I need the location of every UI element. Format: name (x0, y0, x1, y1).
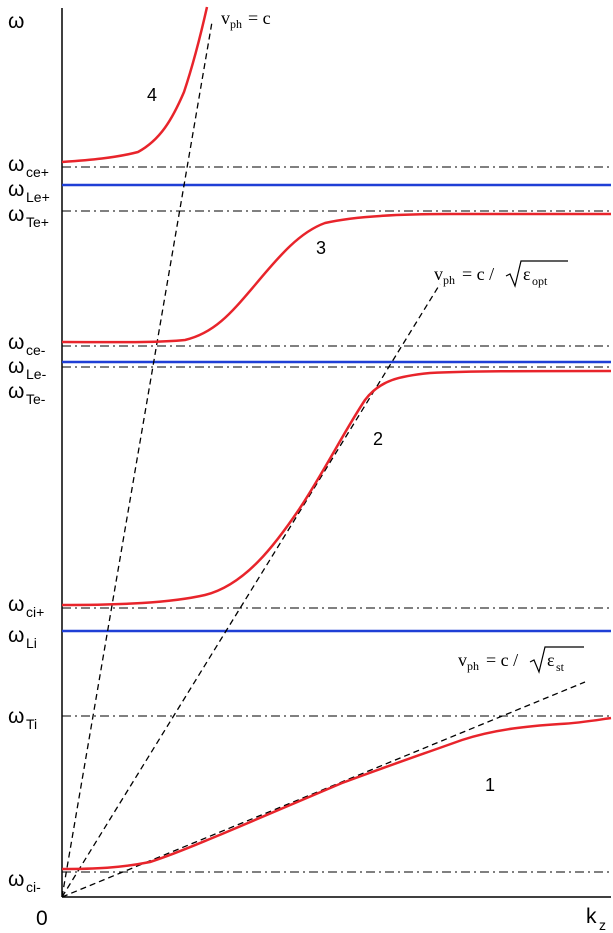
svg-text:= c /: = c / (462, 264, 494, 284)
svg-text:Te+: Te+ (26, 214, 49, 230)
svg-text:= c: = c (248, 8, 271, 28)
svg-text:ω: ω (8, 153, 24, 176)
svg-text:z: z (599, 917, 606, 933)
svg-text:ω: ω (8, 203, 24, 226)
svg-text:Le+: Le+ (26, 189, 50, 205)
sqrt-sign-st (529, 646, 584, 674)
svg-text:ω: ω (8, 868, 24, 891)
level-labels: ω ce+ ω Le+ ω Te+ ω ce- ω Le- ω Te- ω ci… (8, 153, 50, 895)
svg-text:= c /: = c / (486, 650, 518, 670)
svg-text:st: st (556, 660, 565, 674)
svg-text:ω: ω (8, 624, 24, 647)
svg-text:v: v (221, 8, 230, 28)
branch-label-1: 1 (485, 775, 495, 795)
branch-4-curve (61, 6, 209, 164)
branch-2-curve (61, 369, 612, 607)
annotation-vph-c: v ph = c (221, 8, 271, 31)
light-line (61, 21, 213, 898)
svg-text:Ti: Ti (26, 716, 37, 732)
label-le-plus: ω Le+ (8, 178, 50, 205)
label-ci-minus: ω ci- (8, 868, 41, 895)
svg-text:ci-: ci- (26, 879, 41, 895)
optical-line (61, 283, 441, 898)
svg-text:ph: ph (443, 273, 455, 287)
label-ti: ω Ti (8, 705, 37, 732)
svg-text:ω: ω (8, 178, 24, 201)
svg-text:v: v (434, 264, 443, 284)
svg-text:Te-: Te- (26, 391, 46, 407)
svg-text:ε: ε (523, 264, 531, 284)
svg-text:ω: ω (8, 331, 24, 354)
label-te-plus: ω Te+ (8, 203, 49, 230)
resonance-guides (62, 166, 611, 873)
svg-text:ci+: ci+ (26, 604, 44, 620)
svg-text:ce+: ce+ (26, 164, 49, 180)
label-ci-plus: ω ci+ (8, 593, 44, 620)
branch-label-3: 3 (316, 238, 326, 258)
sqrt-sign-opt (505, 260, 568, 288)
phase-velocity-lines (61, 21, 586, 898)
x-axis-label: k z (586, 905, 606, 933)
label-le-minus: ω Le- (8, 355, 47, 382)
svg-text:ε: ε (547, 650, 555, 670)
svg-text:opt: opt (532, 274, 548, 288)
svg-text:ω: ω (8, 705, 24, 728)
label-li: ω Li (8, 624, 37, 651)
svg-text:ω: ω (8, 380, 24, 403)
label-ce-plus: ω ce+ (8, 153, 49, 180)
svg-text:v: v (458, 650, 467, 670)
annotation-vph-st: v ph = c / ε st (458, 646, 584, 674)
svg-text:ω: ω (8, 355, 24, 378)
label-te-minus: ω Te- (8, 380, 46, 407)
longitudinal-lines (62, 183, 611, 633)
dispersion-branches (61, 6, 612, 871)
y-axis-label: ω (8, 10, 24, 33)
svg-text:ph: ph (230, 17, 242, 31)
annotation-vph-opt: v ph = c / ε opt (434, 260, 568, 288)
svg-text:ω: ω (8, 593, 24, 616)
branch-label-4: 4 (147, 85, 157, 105)
branch-3-curve (61, 212, 611, 344)
branch-label-2: 2 (373, 429, 383, 449)
svg-text:ce-: ce- (26, 342, 46, 358)
svg-text:Li: Li (26, 635, 37, 651)
label-ce-minus: ω ce- (8, 331, 46, 358)
branch-1-curve (61, 716, 612, 871)
svg-text:k: k (586, 905, 597, 928)
origin-label: 0 (36, 907, 48, 930)
svg-text:Le-: Le- (26, 366, 47, 382)
svg-text:ph: ph (467, 659, 479, 673)
